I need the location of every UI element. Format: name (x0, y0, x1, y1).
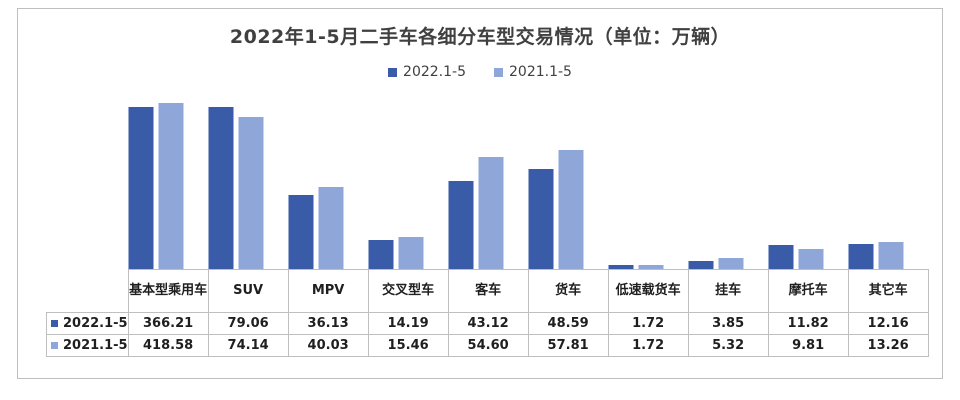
bar-2022-7 (688, 261, 714, 269)
bar-2022-1 (208, 107, 234, 269)
bar-2021-2 (318, 187, 344, 269)
bar-2021-0 (158, 103, 184, 269)
table-category-0: 基本型乘用车 (127, 269, 209, 313)
table-value-0-4: 43.12 (447, 312, 529, 335)
table-value-1-1: 74.14 (207, 334, 289, 357)
table-value-1-9: 13.26 (847, 334, 929, 357)
table-value-1-8: 9.81 (767, 334, 849, 357)
table-category-9: 其它车 (847, 269, 929, 313)
table-row: 2021.1-5 418.58 74.14 40.03 15.46 54.60 57.81 1… (46, 334, 929, 357)
table-category-3: 交叉型车 (367, 269, 449, 313)
data-table: 基本型乘用车 SUV MPV 交叉型车 客车 货车 低速载货车 挂车 摩托车 其它车 2022.1-… (46, 269, 929, 357)
table-value-0-8: 11.82 (767, 312, 849, 335)
legend-item-2021: 2021.1-5 (494, 64, 572, 80)
table-value-1-4: 54.60 (447, 334, 529, 357)
table-category-8: 摩托车 (767, 269, 849, 313)
table-value-1-5: 57.81 (527, 334, 609, 357)
bar-2021-5 (558, 150, 584, 269)
table-value-0-0: 366.21 (127, 312, 209, 335)
table-series-swatch-1 (51, 342, 58, 349)
table-value-0-3: 14.19 (367, 312, 449, 335)
bar-2022-2 (288, 195, 314, 269)
bar-2022-0 (128, 107, 154, 269)
bar-2021-4 (478, 157, 504, 269)
bar-2021-6 (638, 265, 664, 269)
table-category-6: 低速载货车 (607, 269, 689, 313)
bar-2021-8 (798, 249, 824, 269)
legend: 2022.1-5 2021.1-5 (0, 64, 960, 80)
legend-swatch-2021 (494, 67, 503, 77)
bar-2022-5 (528, 169, 554, 269)
table-value-0-6: 1.72 (607, 312, 689, 335)
table-value-0-1: 79.06 (207, 312, 289, 335)
table-category-1: SUV (207, 269, 289, 313)
table-series-label-0: 2022.1-5 (46, 312, 129, 335)
table-corner (46, 269, 129, 313)
legend-item-2022: 2022.1-5 (388, 64, 466, 80)
table-category-5: 货车 (527, 269, 609, 313)
table-series-name-0: 2022.1-5 (63, 316, 128, 331)
legend-swatch-2022 (388, 67, 398, 77)
table-series-label-1: 2021.1-5 (46, 334, 129, 357)
bar-2021-3 (398, 237, 424, 269)
table-value-1-7: 5.32 (687, 334, 769, 357)
table-category-4: 客车 (447, 269, 529, 313)
table-category-7: 挂车 (687, 269, 769, 313)
table-series-swatch-0 (51, 320, 58, 327)
bar-2021-7 (718, 258, 744, 269)
table-value-1-0: 418.58 (127, 334, 209, 357)
bar-2022-6 (608, 265, 634, 269)
bar-2022-9 (848, 244, 874, 269)
table-value-1-2: 40.03 (287, 334, 369, 357)
bar-2021-9 (878, 242, 904, 269)
legend-label-2022: 2022.1-5 (403, 64, 466, 80)
table-value-0-5: 48.59 (527, 312, 609, 335)
bar-2021-1 (238, 117, 264, 269)
table-series-name-1: 2021.1-5 (63, 338, 128, 353)
bar-2022-3 (368, 240, 394, 269)
table-value-1-6: 1.72 (607, 334, 689, 357)
legend-label-2021: 2021.1-5 (509, 64, 572, 80)
table-value-1-3: 15.46 (367, 334, 449, 357)
table-value-0-9: 12.16 (847, 312, 929, 335)
bar-2022-8 (768, 245, 794, 269)
table-value-0-2: 36.13 (287, 312, 369, 335)
chart-title: 2022年1-5月二手车各细分车型交易情况（单位：万辆） (229, 26, 731, 48)
table-row: 2022.1-5 366.21 79.06 36.13 14.19 43.12 48.59 1… (46, 312, 929, 335)
table-value-0-7: 3.85 (687, 312, 769, 335)
table-category-2: MPV (287, 269, 369, 313)
bar-2022-4 (448, 181, 474, 269)
